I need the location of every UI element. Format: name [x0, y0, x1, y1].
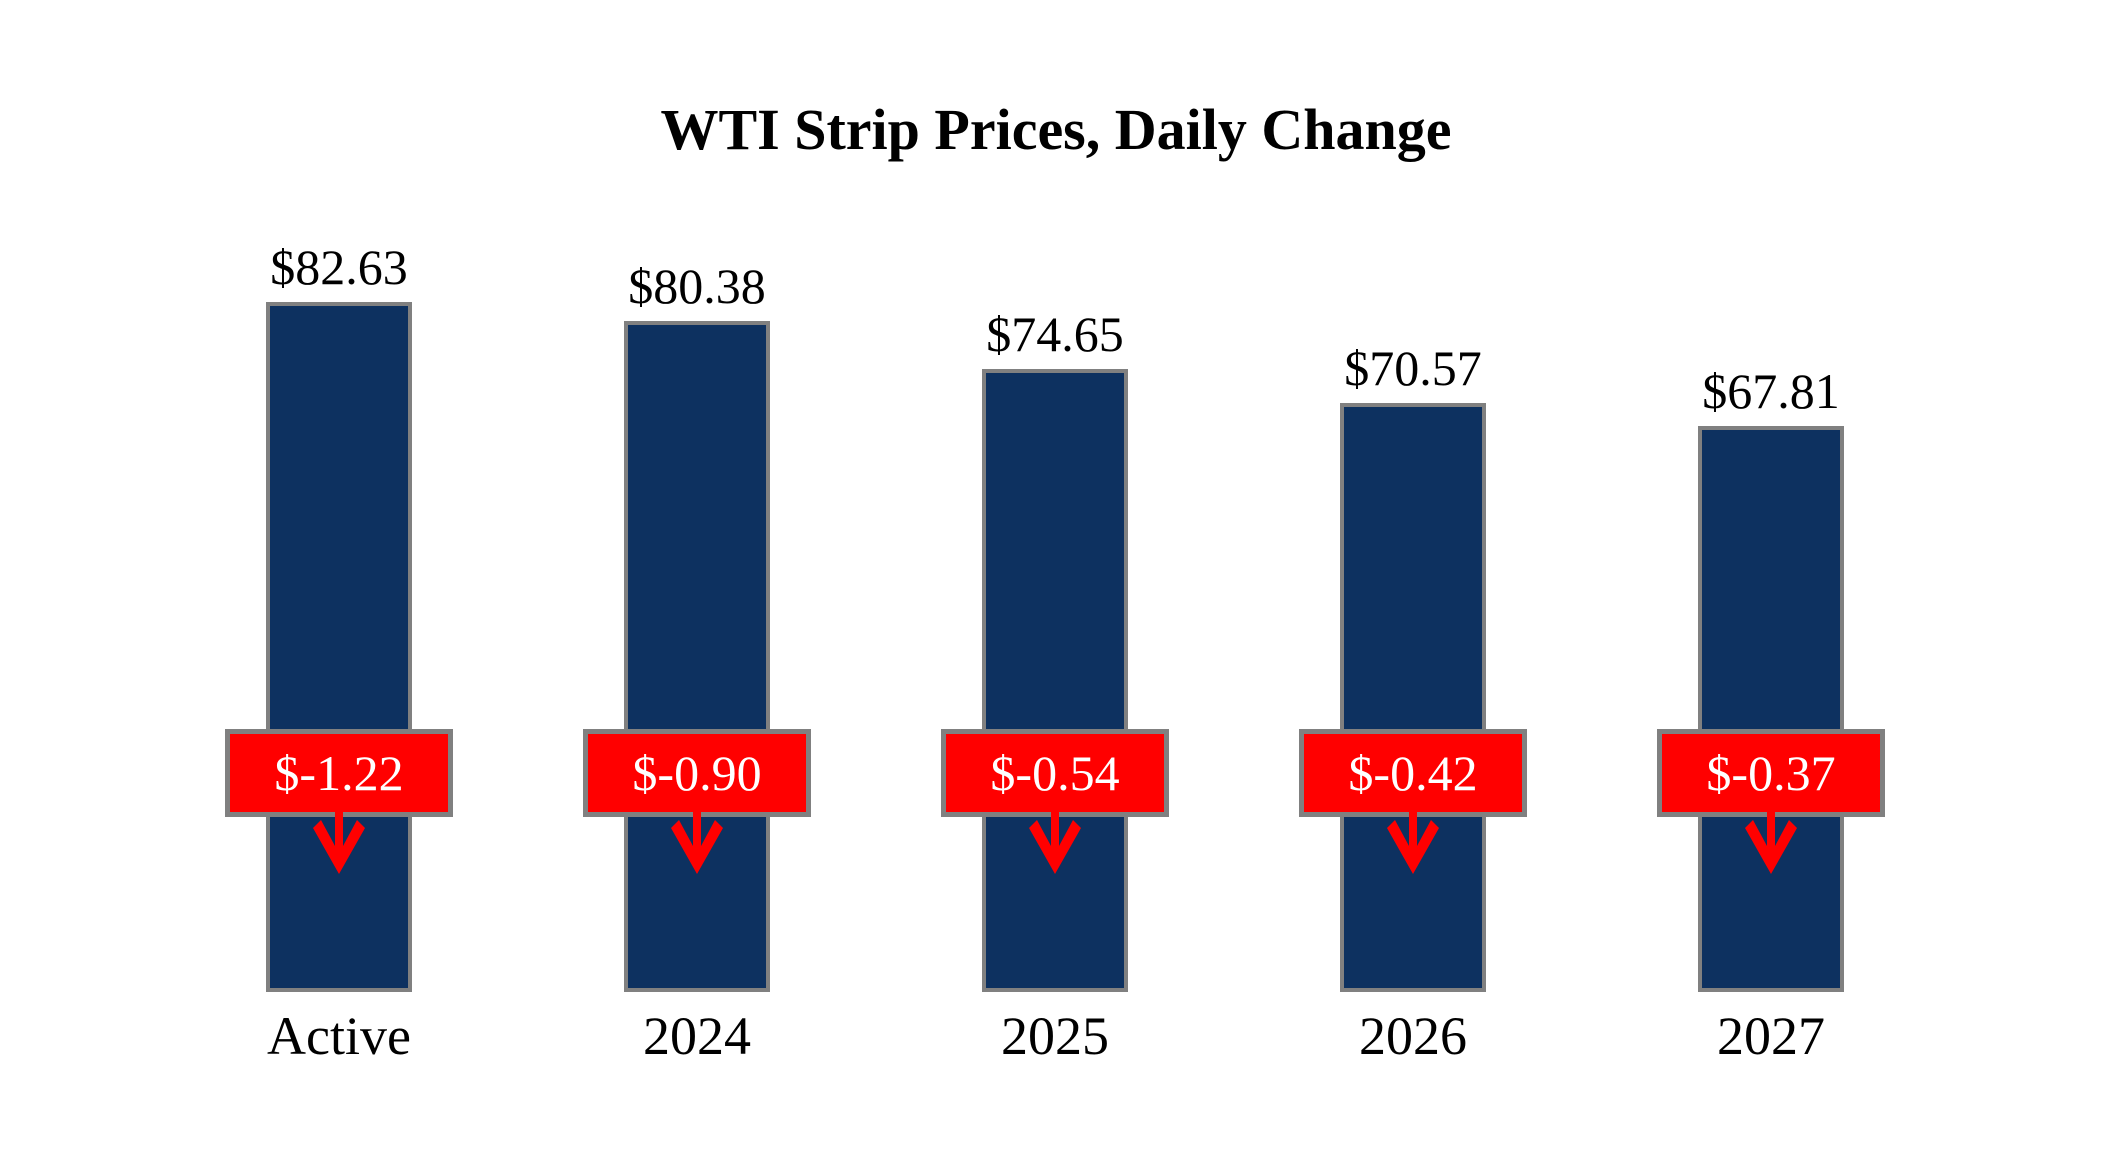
category-label: 2027: [1717, 1006, 1825, 1066]
chart-title: WTI Strip Prices, Daily Change: [660, 97, 1452, 162]
bar-value-label: $70.57: [1344, 340, 1482, 396]
daily-change-badge: $-1.22: [225, 729, 453, 817]
down-arrow-icon: [1743, 812, 1799, 879]
price-bar: [1340, 403, 1486, 992]
category-label: Active: [267, 1006, 411, 1066]
down-arrow-icon: [669, 812, 725, 879]
down-arrow-icon: [1027, 812, 1083, 879]
category-label: 2026: [1359, 1006, 1467, 1066]
daily-change-badge: $-0.90: [583, 729, 811, 817]
category-label: 2024: [643, 1006, 751, 1066]
price-bar: [982, 369, 1128, 992]
bar-value-label: $82.63: [270, 239, 408, 295]
daily-change-badge: $-0.42: [1299, 729, 1527, 817]
price-bar: [1698, 426, 1844, 992]
daily-change-badge: $-0.54: [941, 729, 1169, 817]
bar-value-label: $67.81: [1702, 363, 1840, 419]
daily-change-badge: $-0.37: [1657, 729, 1885, 817]
category-label: 2025: [1001, 1006, 1109, 1066]
price-bar: [624, 321, 770, 992]
down-arrow-icon: [311, 812, 367, 879]
down-arrow-icon: [1385, 812, 1441, 879]
bar-value-label: $80.38: [628, 258, 766, 314]
price-bar: [266, 302, 412, 992]
bar-value-label: $74.65: [986, 306, 1124, 362]
